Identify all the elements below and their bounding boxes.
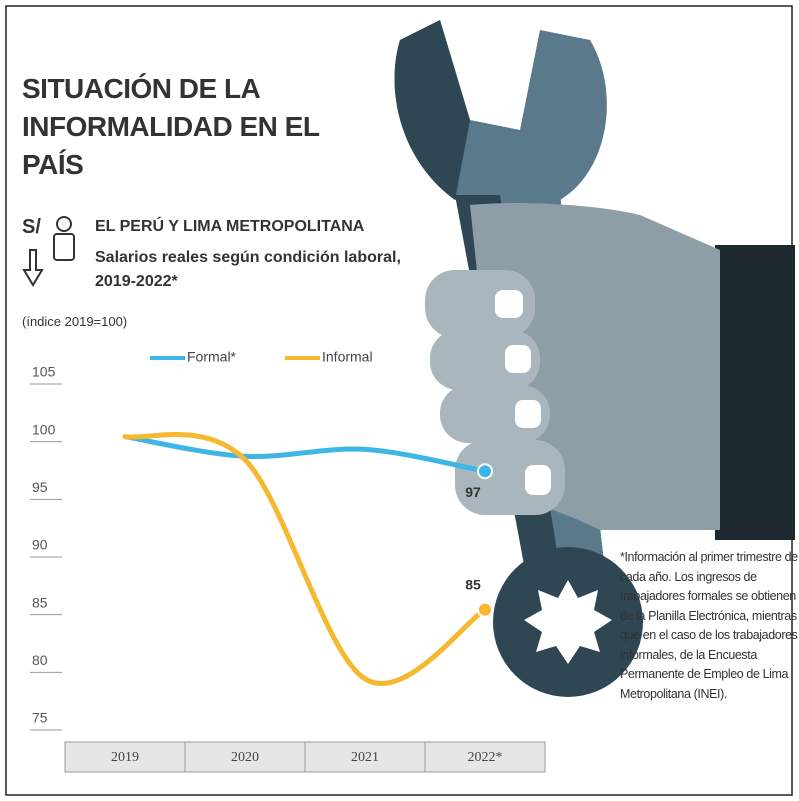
- y-tick-label: 85: [32, 594, 48, 610]
- unit-label: (índice 2019=100): [22, 314, 127, 329]
- end-point: [478, 464, 492, 478]
- series-line: [125, 434, 485, 683]
- data-label: 85: [465, 576, 481, 592]
- end-point: [478, 603, 492, 617]
- y-tick-label: 105: [32, 364, 56, 380]
- y-tick-label: 100: [32, 421, 56, 437]
- legend-label: Formal*: [187, 349, 237, 365]
- footnote: *Información al primer trimestre de cada…: [620, 548, 798, 704]
- x-tick-label: 2020: [231, 750, 259, 765]
- legend-label: Informal: [322, 349, 373, 365]
- x-tick-label: 2019: [111, 750, 139, 765]
- title: SITUACIÓN DE LA INFORMALIDAD EN EL PAÍS: [22, 70, 322, 184]
- description: Salarios reales según condición laboral,…: [95, 246, 415, 294]
- y-tick-label: 95: [32, 479, 48, 495]
- data-label: 97: [465, 484, 481, 500]
- page: 75 80 85 90 95 100 105 2019 2020 2021 2022* 97 Forma…: [0, 0, 799, 801]
- series-line: [125, 437, 485, 472]
- x-tick-label: 2021: [351, 750, 379, 765]
- y-tick-label: 90: [32, 537, 48, 553]
- subtitle: EL PERÚ Y LIMA METROPOLITANA: [95, 218, 364, 236]
- y-tick-label: 80: [32, 652, 48, 668]
- y-tick-label: 75: [32, 710, 48, 726]
- icon-text: S/: [22, 216, 41, 239]
- x-tick-label: 2022*: [468, 750, 503, 765]
